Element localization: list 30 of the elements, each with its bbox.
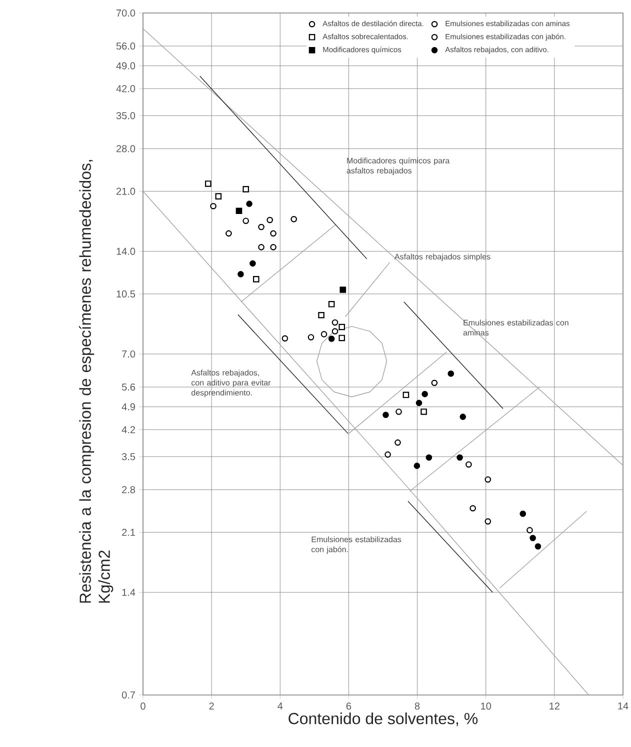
- y-tick-label: 70.0: [116, 9, 136, 17]
- y-axis-title: Resistencia a la compresion de especímenes rehumedecidos, Kg/cm2: [79, 160, 114, 603]
- x-tick-label: 12: [550, 702, 560, 710]
- annotation: Emulsiones estabilizadas con aminas: [463, 320, 568, 336]
- y-tick-label: 10.5: [116, 290, 136, 298]
- y-tick-label: 42.0: [116, 85, 136, 92]
- y-tick-label: 5.6: [122, 383, 136, 391]
- annotation: Asfaltos rebajados, con aditivo para evitar desprendimiento.: [191, 370, 271, 398]
- x-tick-label: 8: [414, 702, 420, 710]
- y-tick-label: 28.0: [116, 145, 136, 152]
- x-tick-label: 6: [346, 702, 352, 710]
- x-tick-label: 2: [209, 702, 214, 710]
- x-tick-label: 4: [278, 702, 283, 710]
- y-tick-label: 7.0: [122, 350, 136, 358]
- y-tick-label: 14.0: [116, 248, 136, 255]
- x-tick-label: 14: [618, 702, 628, 710]
- y-tick-label: 56.0: [116, 42, 136, 50]
- y-tick-label: 0.7: [122, 691, 135, 699]
- y-tick-label: 4.2: [122, 426, 135, 434]
- x-tick-label: 10: [481, 702, 492, 710]
- y-tick-label: 35.0: [116, 112, 136, 120]
- y-tick-label: 1.4: [122, 588, 136, 596]
- y-tick-label: 4.9: [122, 403, 135, 410]
- y-tick-label: 3.5: [122, 453, 136, 460]
- y-tick-label: 2.1: [122, 528, 135, 536]
- y-tick-label: 49.0: [116, 62, 136, 70]
- y-tick-label: 2.8: [122, 486, 136, 494]
- x-axis-title: Contenido de solventes, %: [288, 712, 478, 726]
- x-tick-label: 0: [140, 702, 146, 710]
- y-tick-label: 21.0: [116, 188, 136, 195]
